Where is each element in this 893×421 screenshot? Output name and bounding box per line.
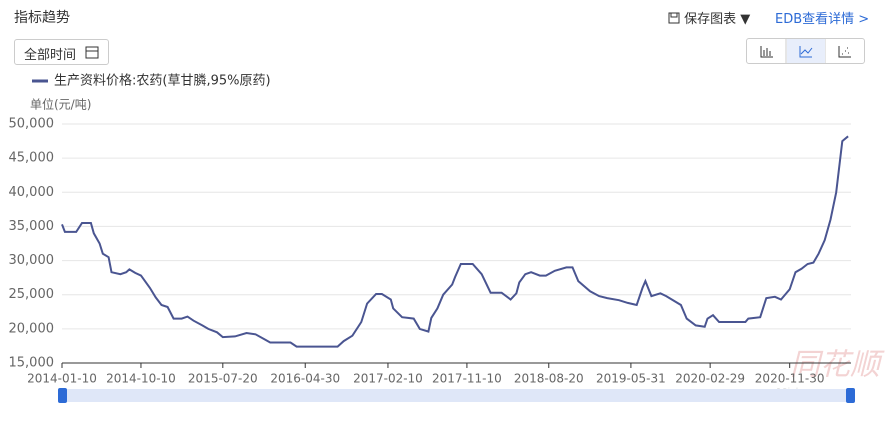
x-tick-label: 2014-01-10	[27, 372, 97, 386]
x-tick-label: 2017-11-10	[432, 372, 502, 386]
chart-type-group	[746, 38, 865, 64]
y-tick-label: 20,000	[9, 321, 55, 336]
series-line	[61, 135, 849, 348]
save-label: 保存图表	[684, 12, 737, 27]
x-tick-label: 2019-05-31	[596, 372, 666, 386]
y-tick-label: 45,000	[9, 151, 55, 166]
range-slider[interactable]	[62, 389, 851, 402]
y-tick-label: 35,000	[9, 219, 55, 234]
chart-type-icons[interactable]	[747, 39, 864, 63]
x-tick-label: 2020-11-30	[755, 372, 825, 386]
x-tick-label: 2015-07-20	[188, 372, 258, 386]
save-icon	[668, 12, 680, 24]
range-label: 全部时间	[24, 48, 77, 63]
detail-link[interactable]: EDB查看详情 >	[775, 12, 870, 27]
x-tick-label: 2014-10-10	[106, 372, 176, 386]
save-chart[interactable]: 保存图表 ▼	[668, 8, 750, 27]
y-tick-label: 50,000	[9, 117, 55, 132]
y-tick-label: 40,000	[9, 185, 55, 200]
range-button[interactable]: 全部时间	[14, 39, 109, 65]
calendar-icon	[85, 46, 99, 59]
y-tick-label: 25,000	[9, 287, 55, 302]
legend-label: 生产资料价格:农药(草甘膦,95%原药)	[54, 73, 271, 89]
y-tick-label: 30,000	[9, 253, 55, 268]
x-tick-label: 2020-02-29	[675, 372, 745, 386]
slider-handle-left[interactable]	[58, 388, 67, 403]
x-tick-label: 2017-02-10	[353, 372, 423, 386]
y-tick-label: 15,000	[9, 356, 55, 371]
watermark-brand: 同花顺	[790, 348, 885, 383]
y-axis-label: 单位(元/吨)	[30, 97, 91, 112]
x-tick-label: 2018-08-20	[514, 372, 584, 386]
watermark-url: www.10jqka.com.cn	[752, 388, 842, 398]
x-tick-label: 2016-04-30	[270, 372, 340, 386]
slider-handle-right[interactable]	[846, 388, 855, 403]
panel-title: 指标趋势	[14, 10, 70, 26]
detail-label: EDB查看详情	[775, 12, 855, 27]
